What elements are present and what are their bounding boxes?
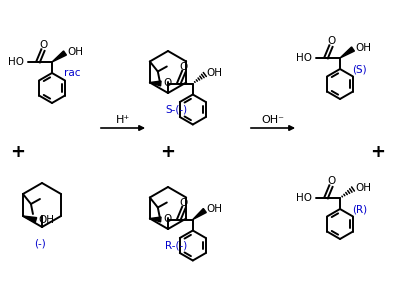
Polygon shape — [340, 47, 354, 58]
Text: OH: OH — [38, 215, 54, 225]
Text: +: + — [10, 143, 26, 161]
Text: O: O — [180, 198, 188, 207]
Text: HO: HO — [296, 53, 312, 63]
Text: O: O — [39, 40, 47, 50]
Text: rac: rac — [64, 68, 80, 78]
Text: OH: OH — [207, 205, 223, 214]
Text: (S): (S) — [352, 64, 367, 74]
Text: (R): (R) — [352, 204, 367, 214]
Text: +: + — [370, 143, 386, 161]
Text: OH: OH — [355, 183, 371, 193]
Text: R-(-): R-(-) — [165, 241, 187, 251]
Polygon shape — [23, 216, 37, 222]
Polygon shape — [150, 217, 161, 222]
Text: O: O — [164, 79, 172, 88]
Polygon shape — [52, 51, 66, 62]
Polygon shape — [150, 81, 161, 86]
Text: HO: HO — [296, 193, 312, 203]
Text: O: O — [327, 176, 335, 186]
Text: O: O — [327, 36, 335, 46]
Text: O: O — [180, 61, 188, 72]
Polygon shape — [193, 208, 206, 219]
Text: OH⁻: OH⁻ — [262, 115, 284, 125]
Text: OH: OH — [207, 68, 223, 79]
Text: OH: OH — [355, 43, 371, 53]
Text: H⁺: H⁺ — [116, 115, 130, 125]
Text: O: O — [164, 214, 172, 224]
Text: HO: HO — [8, 57, 24, 67]
Text: (-): (-) — [34, 239, 46, 249]
Text: +: + — [160, 143, 176, 161]
Text: S-(-): S-(-) — [165, 105, 187, 115]
Text: OH: OH — [67, 47, 83, 57]
